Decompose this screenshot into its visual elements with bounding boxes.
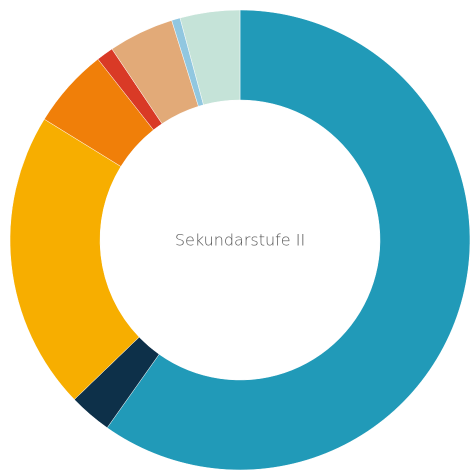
donut-slice (9, 118, 140, 400)
slices (9, 9, 471, 470)
donut-slice (179, 9, 241, 106)
center-label: Sekundarstufe II (175, 231, 305, 250)
donut-slice (106, 9, 471, 470)
